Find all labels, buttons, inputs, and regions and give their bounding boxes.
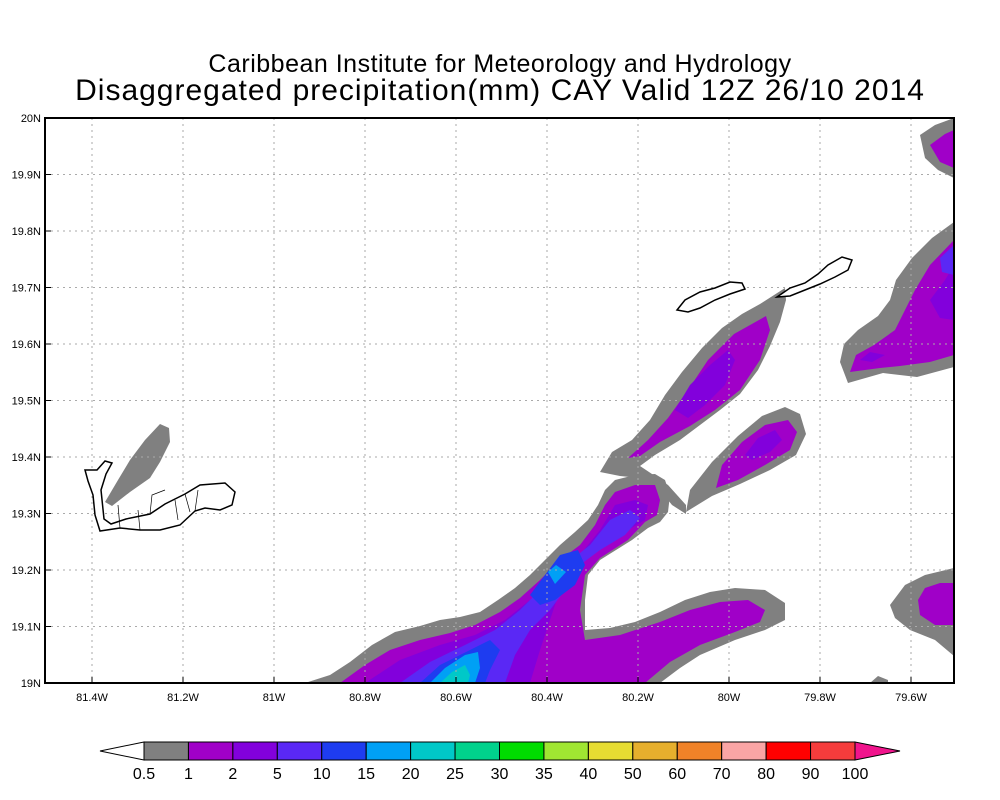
legend-swatch (410, 741, 456, 761)
lon-label: 80.6W (440, 692, 472, 704)
coastlines (84, 256, 854, 532)
legend-label: 15 (357, 766, 375, 783)
little-cayman-island (675, 281, 747, 313)
lon-label: 81.4W (76, 692, 108, 704)
legend-swatch (543, 741, 589, 761)
lon-label: 79.8W (804, 692, 836, 704)
legend-label: 5 (273, 766, 282, 783)
legend-swatch (765, 741, 812, 761)
lat-label: 19N (21, 678, 41, 690)
lat-label: 19.3N (12, 509, 41, 521)
grand-cayman-island (84, 460, 236, 532)
cayman-brac-island (774, 256, 854, 298)
legend-above-arrow (854, 741, 901, 761)
legend-label: 100 (842, 766, 869, 783)
lat-label: 19.1N (12, 622, 41, 634)
legend-below-arrow (99, 741, 145, 761)
grand-cayman-districts (117, 489, 199, 531)
legend-swatch (232, 741, 278, 761)
lat-label: 19.7N (12, 283, 41, 295)
legend-swatch (810, 741, 856, 761)
legend-swatch (587, 741, 634, 761)
contour-1mm (340, 130, 954, 683)
legend-label: 2 (228, 766, 237, 783)
legend-swatch (321, 741, 367, 761)
legend-label: 0.5 (133, 766, 155, 783)
lat-label: 19.2N (12, 565, 41, 577)
color-legend: 0.5 1 2 5 10 15 20 25 30 35 40 50 60 70 80 90 100 (99, 741, 901, 783)
map-frame (44, 117, 955, 684)
lon-label: 79.6W (895, 692, 927, 704)
legend-swatch (721, 741, 767, 761)
lon-label: 81.2W (167, 692, 199, 704)
lat-label: 19.4N (12, 452, 41, 464)
legend-swatch (365, 741, 412, 761)
contour-20mm (440, 665, 470, 683)
legend-label: 50 (624, 766, 642, 783)
legend-label: 40 (579, 766, 597, 783)
legend-label: 80 (757, 766, 775, 783)
title-product: Disaggregated precipitation(mm) CAY Vali… (75, 74, 925, 107)
lat-label: 20N (21, 113, 41, 125)
legend-label: 60 (668, 766, 686, 783)
title-institute: Caribbean Institute for Meteorology and … (208, 50, 792, 78)
legend-label: 35 (535, 766, 553, 783)
lon-label: 80.2W (622, 692, 654, 704)
legend-swatch (632, 741, 678, 761)
lat-label: 19.6N (12, 339, 41, 351)
legend-label: 20 (402, 766, 420, 783)
contour-5mm (400, 245, 954, 683)
lon-label: 80.8W (349, 692, 381, 704)
legend-label: 30 (491, 766, 509, 783)
legend-swatch (143, 741, 189, 761)
legend-swatch (499, 741, 545, 761)
legend-label: 70 (713, 766, 731, 783)
map-axes: 20N 19.9N 19.8N 19.7N 19.6N 19.5N 19.4N 19.3N 19… (12, 113, 928, 704)
lon-label: 81W (263, 692, 286, 704)
legend-label: 10 (313, 766, 331, 783)
legend-label: 25 (446, 766, 464, 783)
map-gridlines (45, 118, 954, 683)
legend-swatch (454, 741, 500, 761)
legend-label: 1 (184, 766, 193, 783)
lat-label: 19.9N (12, 170, 41, 182)
lat-label: 19.8N (12, 226, 41, 238)
legend-swatch (187, 741, 234, 761)
legend-swatch (276, 741, 323, 761)
legend-label: 90 (802, 766, 820, 783)
lon-label: 80W (718, 692, 741, 704)
lat-label: 19.5N (12, 396, 41, 408)
precipitation-contours (105, 118, 954, 683)
legend-swatch (676, 741, 723, 761)
lon-label: 80.4W (531, 692, 563, 704)
